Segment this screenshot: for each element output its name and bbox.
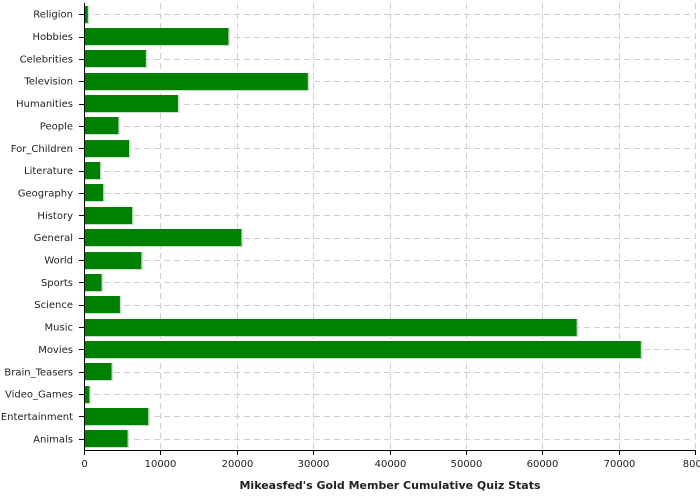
category-label: Video_Games xyxy=(5,390,73,401)
category-label: History xyxy=(37,211,73,222)
bar-geography xyxy=(84,184,104,201)
bar-music xyxy=(84,319,577,336)
category-label: Humanities xyxy=(16,99,73,110)
category-label: Geography xyxy=(18,188,73,199)
bar-celebrities xyxy=(84,50,146,67)
bar-literature xyxy=(84,162,101,179)
bar-religion xyxy=(84,6,88,23)
category-label: Sports xyxy=(41,278,73,289)
bar-sports xyxy=(84,274,102,291)
category-label: Animals xyxy=(33,434,73,445)
category-label: Movies xyxy=(38,345,73,356)
x-tick-label: 0 xyxy=(81,459,87,470)
x-tick-label: 20000 xyxy=(222,459,254,470)
x-tick-label: 8000 xyxy=(683,459,700,470)
x-tick-label: 10000 xyxy=(145,459,177,470)
grid-layer xyxy=(84,3,696,450)
x-axis-title: Mikeasfed's Gold Member Cumulative Quiz … xyxy=(239,479,540,492)
bar-people xyxy=(84,117,119,134)
bar-brain-teasers xyxy=(84,363,112,380)
category-label: For_Children xyxy=(11,144,73,155)
bar-history xyxy=(84,207,133,224)
bar-television xyxy=(84,73,308,90)
bar-movies xyxy=(84,341,641,358)
category-label: Science xyxy=(34,300,73,311)
bar-entertainment xyxy=(84,408,149,425)
x-tick-label: 50000 xyxy=(451,459,483,470)
bar-animals xyxy=(84,430,128,447)
x-tick-label: 40000 xyxy=(375,459,407,470)
bar-layer xyxy=(84,6,643,448)
axis-layer: 0 10000 20000 30000 40000 50000 60000 70000 8000… xyxy=(1,3,700,470)
bar-video-games xyxy=(84,386,90,403)
x-tick-label: 70000 xyxy=(604,459,636,470)
bar-humanities xyxy=(84,95,178,112)
bar-world xyxy=(84,252,142,269)
category-label: Music xyxy=(45,323,73,334)
category-label: Literature xyxy=(24,166,73,177)
category-label: World xyxy=(44,256,73,267)
bar-for-children xyxy=(84,140,130,157)
bar-hobbies xyxy=(84,28,229,45)
category-label: Brain_Teasers xyxy=(4,367,73,378)
bar-general xyxy=(84,229,242,246)
bar-science xyxy=(84,296,120,313)
category-label: Entertainment xyxy=(1,412,73,423)
category-label: Religion xyxy=(33,10,73,21)
category-label: People xyxy=(40,121,73,132)
category-label: General xyxy=(34,233,73,244)
category-label: Celebrities xyxy=(20,54,73,65)
category-label: Hobbies xyxy=(33,32,73,43)
category-label: Television xyxy=(23,77,73,88)
x-tick-label: 60000 xyxy=(527,459,559,470)
x-tick-label: 30000 xyxy=(298,459,330,470)
